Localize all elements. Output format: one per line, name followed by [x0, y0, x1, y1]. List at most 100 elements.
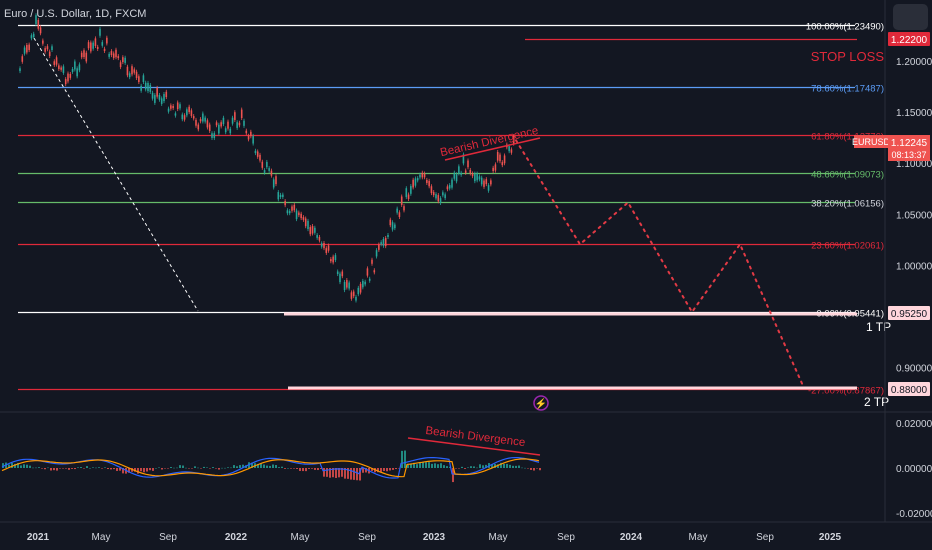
osc-histogram-bar: [284, 468, 286, 469]
osc-histogram-bar: [362, 468, 364, 473]
osc-histogram-bar: [401, 450, 403, 468]
osc-histogram-bar: [464, 468, 466, 469]
osc-histogram-bar: [158, 467, 160, 468]
osc-histogram-bar: [44, 468, 46, 470]
symbol-tag-box: [854, 135, 888, 148]
time-tick-6: 2023: [423, 532, 446, 543]
osc-histogram-bar: [143, 468, 145, 473]
osc-histogram-bar: [257, 463, 259, 468]
osc-histogram-bar: [266, 465, 268, 468]
osc-histogram-bar: [299, 468, 301, 471]
menu-button[interactable]: [893, 4, 928, 30]
candle: [174, 113, 177, 116]
candle: [231, 117, 234, 124]
osc-divergence-line: [407, 437, 541, 456]
candle: [336, 271, 339, 275]
osc-histogram-bar: [314, 468, 316, 470]
candle: [350, 292, 353, 299]
symbol-tag: EURUSD: [852, 137, 891, 147]
osc-histogram-bar: [434, 463, 436, 468]
candle: [510, 149, 513, 153]
osc-histogram-bar: [311, 468, 313, 469]
osc-histogram-bar: [497, 464, 499, 468]
candle: [101, 42, 104, 46]
candle: [227, 121, 229, 129]
tp2-price-tag-value: 0.88000: [891, 385, 928, 396]
osc-histogram-bar: [71, 468, 73, 469]
tp1-band: [284, 312, 857, 316]
candle: [32, 33, 35, 38]
candle: [453, 172, 456, 179]
osc-histogram-bar: [200, 468, 202, 469]
candle: [469, 169, 472, 174]
candle: [421, 172, 424, 178]
last-price-box: [888, 135, 930, 161]
osc-histogram-bar: [104, 467, 106, 468]
candle: [352, 291, 355, 297]
candle: [293, 204, 296, 211]
candle: [348, 282, 350, 289]
osc-histogram-bar: [338, 468, 340, 478]
candle: [364, 281, 366, 285]
candle: [400, 196, 403, 205]
candle: [58, 65, 60, 69]
candle: [234, 112, 236, 120]
candle: [156, 87, 158, 97]
osc-histogram-bar: [509, 464, 511, 468]
candle: [69, 73, 72, 78]
candle: [197, 124, 200, 130]
time-tick-3: 2022: [225, 532, 248, 543]
candle: [412, 179, 414, 188]
candle: [259, 154, 261, 161]
candle: [140, 85, 142, 91]
osc-histogram-bar: [449, 466, 451, 468]
candle: [435, 194, 437, 199]
osc-histogram-bar: [404, 450, 406, 468]
lightning-icon: ⚡: [535, 397, 547, 410]
candle: [320, 243, 323, 247]
candle: [275, 176, 277, 185]
candle: [261, 161, 264, 168]
candle: [117, 56, 120, 59]
osc-histogram-bar: [431, 463, 433, 468]
candle: [496, 152, 499, 161]
osc-histogram-bar: [74, 468, 76, 470]
candle: [192, 116, 195, 119]
candle: [428, 180, 430, 187]
candle: [266, 161, 268, 168]
tp1-label: 1 TP: [866, 320, 891, 334]
candle: [478, 176, 481, 180]
candle: [341, 271, 344, 277]
osc-histogram-bar: [485, 464, 487, 468]
candle: [80, 52, 83, 58]
candle: [487, 185, 490, 191]
osc-histogram-bar: [191, 468, 193, 469]
candle: [339, 273, 341, 283]
candle: [160, 98, 163, 104]
osc-histogram-bar: [167, 468, 169, 469]
candle: [458, 166, 460, 174]
osc-histogram-bar: [227, 467, 229, 468]
osc-histogram-bar: [461, 466, 463, 468]
osc-histogram-bar: [371, 468, 373, 472]
candle: [46, 46, 49, 50]
candle: [126, 66, 129, 76]
candle: [391, 222, 394, 230]
osc-histogram-bar: [101, 468, 103, 469]
candle: [112, 53, 115, 58]
osc-histogram-bar: [407, 464, 409, 468]
candle: [222, 117, 225, 125]
candle: [407, 194, 410, 199]
candle: [138, 76, 140, 83]
osc-histogram-bar: [458, 468, 460, 469]
candle: [432, 192, 435, 196]
candle: [302, 217, 305, 220]
osc-histogram-bar: [11, 462, 13, 468]
osc-histogram-bar: [428, 462, 430, 468]
candle: [480, 177, 483, 185]
time-tick-11: Sep: [756, 532, 774, 543]
candle: [368, 278, 371, 281]
candle: [144, 82, 147, 90]
osc-histogram-bar: [170, 467, 172, 468]
